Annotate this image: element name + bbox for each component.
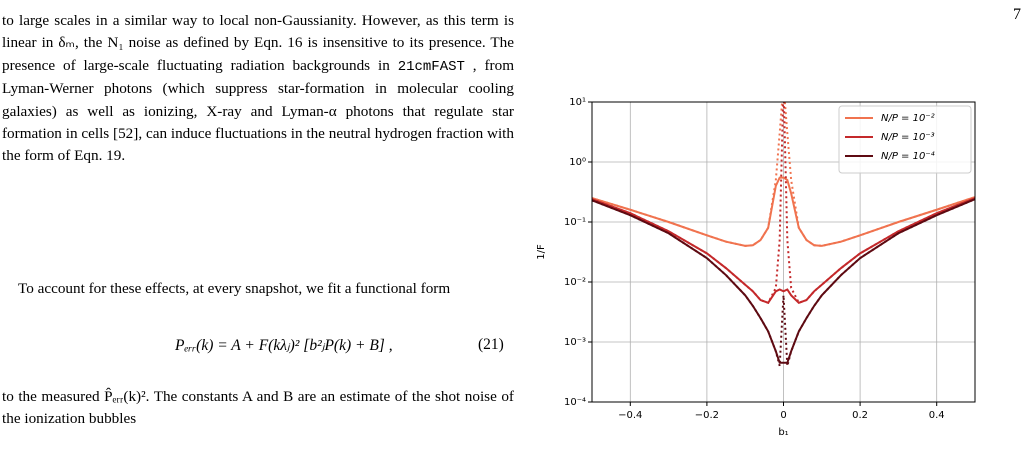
- x-axis-label: b₁: [778, 427, 788, 438]
- legend-label: N/P = 10⁻³: [881, 132, 935, 143]
- series-dotted-line: [592, 198, 975, 367]
- x-tick-label: −0.4: [618, 410, 642, 421]
- x-tick-label: 0: [780, 410, 786, 421]
- plot-frame: [591, 101, 976, 403]
- y-axis-label: 1/F: [536, 244, 547, 260]
- text-span: , from Lyman-Werner photons (which suppr…: [2, 56, 515, 165]
- y-tick-label: 10⁻⁴: [564, 397, 586, 408]
- x-tick-label: 0.4: [929, 410, 945, 421]
- paragraph: to the measured P̂ₑᵣᵣ(k)². The constants…: [2, 386, 514, 431]
- series-dotted-line: [592, 102, 975, 305]
- plot-area: [592, 102, 975, 367]
- y-tick-label: 10⁻³: [564, 337, 586, 348]
- x-tick-label: −0.2: [695, 410, 719, 421]
- legend-label: N/P = 10⁻⁴: [881, 150, 935, 162]
- y-tick-label: 10¹: [569, 97, 586, 108]
- y-tick-label: 10⁻²: [564, 277, 586, 288]
- page-number: 7: [1013, 6, 1021, 23]
- equation: Pₑᵣᵣ(k) = A + F(kλⱼ)² [b²ⱼP(k) + B] ,: [175, 337, 393, 354]
- legend-label: N/P = 10⁻²: [881, 113, 935, 124]
- text-span: to large scales in a similar way to loca…: [2, 12, 514, 74]
- paragraph: to large scales in a similar way to loca…: [2, 10, 514, 168]
- code-text: 21cmFAST: [397, 58, 465, 75]
- y-tick-label: 10⁻¹: [564, 217, 586, 228]
- y-tick-label: 10⁰: [569, 157, 586, 168]
- text-span: to the measured P̂ₑᵣᵣ(k)². The constants…: [2, 388, 514, 428]
- equation-number: (21): [478, 336, 504, 353]
- x-tick-label: 0.2: [852, 410, 868, 421]
- text-span: To account for these effects, at every s…: [18, 280, 451, 297]
- series-line: [592, 176, 975, 247]
- paragraph: To account for these effects, at every s…: [2, 278, 514, 300]
